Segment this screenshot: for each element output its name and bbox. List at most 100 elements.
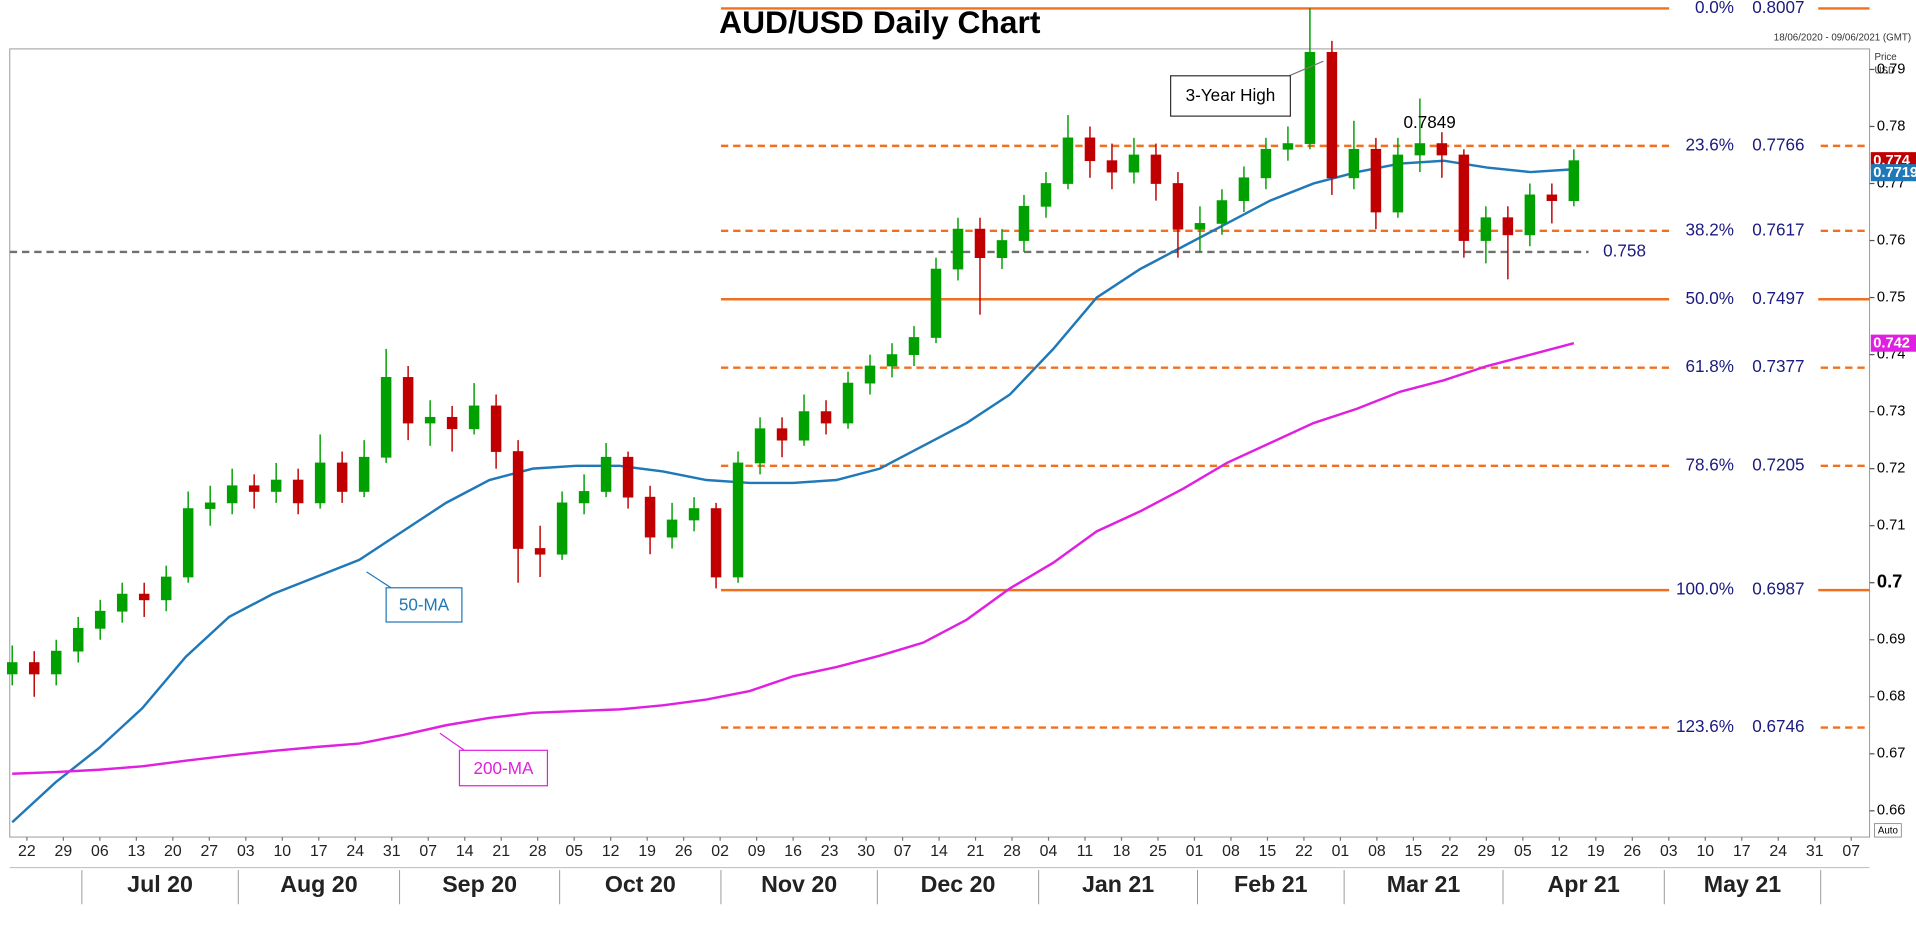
candle-body — [1282, 143, 1294, 150]
fib-percent: 78.6% — [1685, 455, 1733, 474]
candle-body — [578, 491, 590, 504]
x-tick-label: 31 — [1806, 843, 1824, 860]
x-tick-label: 05 — [1514, 843, 1532, 860]
fib-percent: 123.6% — [1676, 717, 1734, 736]
annotation: 3-Year High — [1186, 86, 1276, 105]
y-tick-label: 0.72 — [1877, 461, 1906, 477]
candle-body — [402, 377, 414, 424]
x-tick-label: 12 — [1551, 843, 1569, 860]
x-tick-label: 07 — [894, 843, 912, 860]
x-tick-label: 31 — [383, 843, 401, 860]
x-tick-label: 11 — [1077, 843, 1094, 860]
month-label: Nov 20 — [761, 871, 837, 897]
price-tag-label: 0.7719 — [1873, 165, 1916, 181]
month-label: Jul 20 — [127, 871, 193, 897]
chart-title: AUD/USD Daily Chart — [719, 4, 1041, 40]
candle-body — [534, 548, 546, 555]
x-tick-label: 26 — [1623, 843, 1641, 860]
fib-percent: 0.0% — [1695, 0, 1734, 17]
fib-label-bg — [1669, 357, 1819, 378]
fib-value: 0.6987 — [1752, 580, 1804, 599]
y-tick-label: 0.76 — [1877, 232, 1906, 248]
x-tick-label: 17 — [310, 843, 328, 860]
x-tick-label: 26 — [675, 843, 693, 860]
x-tick-label: 02 — [711, 843, 729, 860]
x-tick-label: 24 — [346, 843, 364, 860]
candle-body — [1414, 143, 1426, 156]
x-tick-label: 10 — [273, 843, 291, 860]
x-tick-label: 04 — [1040, 843, 1058, 860]
x-tick-label: 18 — [1113, 843, 1131, 860]
x-tick-label: 21 — [967, 843, 985, 860]
x-tick-label: 29 — [55, 843, 73, 860]
candle-body — [644, 496, 656, 538]
x-tick-label: 24 — [1769, 843, 1787, 860]
candle-body — [908, 337, 920, 355]
fib-value: 0.6746 — [1752, 717, 1804, 736]
candle-body — [72, 627, 84, 652]
y-tick-label: 0.75 — [1877, 289, 1906, 305]
price-tag — [1870, 334, 1916, 352]
fib-percent: 100.0% — [1676, 580, 1734, 599]
month-label: Feb 21 — [1234, 871, 1308, 897]
candle-body — [1370, 148, 1382, 213]
candle-body — [1040, 183, 1052, 207]
month-label: Sep 20 — [442, 871, 517, 897]
month-label: Mar 21 — [1387, 871, 1461, 897]
scale-mode-box[interactable] — [1874, 823, 1902, 838]
x-tick-label: 17 — [1733, 843, 1751, 860]
y-tick-label: 0.71 — [1877, 518, 1906, 534]
candle-body — [1194, 223, 1206, 230]
scale-mode[interactable]: Auto — [1878, 826, 1899, 837]
fib-percent: 61.8% — [1685, 357, 1733, 376]
date-range: 18/06/2020 - 09/06/2021 (GMT) — [1774, 32, 1911, 43]
reference-label: 0.758 — [1603, 241, 1646, 260]
x-tick-label: 01 — [1186, 843, 1204, 860]
candle-body — [666, 519, 678, 538]
x-tick-label: 09 — [748, 843, 766, 860]
price-tag — [1870, 164, 1916, 182]
candle-body — [688, 508, 700, 521]
candle-body — [1568, 160, 1580, 201]
candle-body — [512, 451, 524, 549]
fib-value: 0.7617 — [1752, 220, 1804, 239]
candle-body — [952, 228, 964, 270]
y-tick-label: 0.69 — [1877, 632, 1906, 648]
candle-body — [226, 485, 238, 504]
candle-body — [1084, 137, 1096, 162]
y-tick-label: 0.67 — [1877, 746, 1906, 762]
candle-body — [622, 456, 634, 498]
x-tick-label: 27 — [200, 843, 218, 860]
candle-body — [204, 502, 216, 509]
y-tick-label: 0.73 — [1877, 403, 1906, 419]
candle-body — [446, 416, 458, 430]
x-tick-label: 08 — [1222, 843, 1240, 860]
x-tick-label: 16 — [784, 843, 802, 860]
fib-value: 0.7205 — [1752, 455, 1804, 474]
x-tick-label: 19 — [1587, 843, 1605, 860]
x-tick-label: 07 — [419, 843, 437, 860]
candle-body — [182, 508, 194, 578]
candle-body — [248, 485, 260, 492]
x-tick-label: 07 — [1842, 843, 1860, 860]
candle-body — [886, 354, 898, 367]
x-tick-label: 23 — [821, 843, 839, 860]
candle-body — [1480, 217, 1492, 241]
fib-label-bg — [1669, 136, 1819, 156]
candle-body — [930, 268, 942, 338]
candle-body — [1062, 137, 1074, 184]
candle-body — [556, 502, 568, 555]
x-tick-label: 28 — [1003, 843, 1021, 860]
month-label: Jan 21 — [1082, 871, 1154, 897]
y-axis-label: USD — [1874, 65, 1895, 76]
month-label: Aug 20 — [280, 871, 357, 897]
y-tick-label: 0.78 — [1877, 118, 1906, 134]
candle-body — [1216, 200, 1228, 224]
y-tick-label: 0.66 — [1877, 803, 1906, 819]
annotation-connector — [1288, 60, 1324, 77]
candle-body — [160, 576, 172, 601]
moving-average — [12, 341, 1575, 775]
x-tick-label: 22 — [1295, 843, 1313, 860]
y-tick-label: 0.7 — [1877, 571, 1902, 592]
